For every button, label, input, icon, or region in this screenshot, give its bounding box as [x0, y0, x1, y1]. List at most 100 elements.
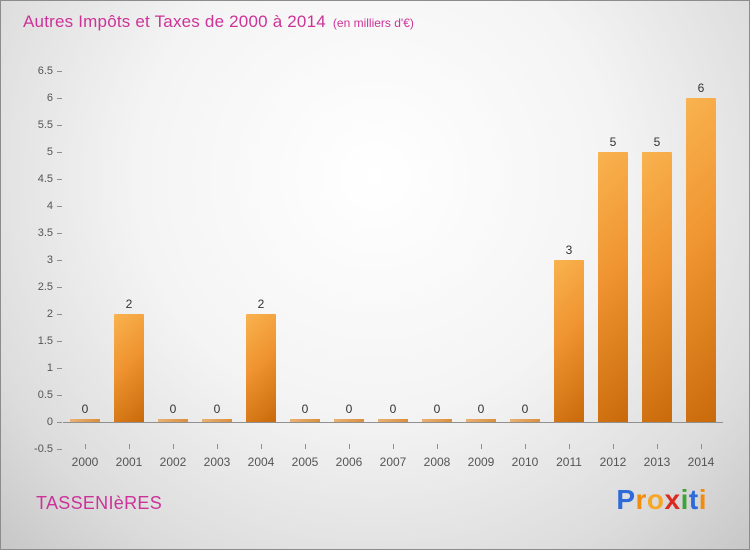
y-axis-tick-label: 0.5	[37, 389, 53, 401]
x-axis-tick-label: 2009	[467, 455, 495, 469]
y-axis-tick-label: 4	[46, 200, 53, 212]
x-axis-tick-mark	[129, 444, 130, 449]
y-axis-tick-mark	[57, 260, 62, 261]
x-axis-tick-label: 2008	[423, 455, 451, 469]
logo-letter: t	[688, 484, 699, 515]
y-axis-tick-mark	[57, 179, 62, 180]
bar-value-label: 5	[653, 135, 661, 149]
y-axis-tick-mark	[57, 233, 62, 234]
x-axis-tick-label: 2002	[159, 455, 187, 469]
x-axis-tick-mark	[701, 444, 702, 449]
x-axis-tick-label: 2007	[379, 455, 407, 469]
y-axis-tick-mark	[57, 449, 62, 450]
bar-value-label: 0	[213, 402, 221, 416]
y-axis-tick-mark	[57, 368, 62, 369]
y-axis-tick-mark	[57, 206, 62, 207]
y-axis-tick-mark	[57, 125, 62, 126]
y-axis-tick-label: 5.5	[37, 119, 53, 131]
y-axis-tick-label: 3.5	[37, 227, 53, 239]
bar-2007	[378, 419, 408, 422]
bar-2005	[290, 419, 320, 422]
logo-letter: i	[698, 484, 707, 515]
x-axis-tick-label: 2006	[335, 455, 363, 469]
x-axis-tick-label: 2005	[291, 455, 319, 469]
x-axis-tick-mark	[657, 444, 658, 449]
x-axis-tick-label: 2001	[115, 455, 143, 469]
x-axis-tick-label: 2012	[599, 455, 627, 469]
bar-value-label: 0	[301, 402, 309, 416]
y-axis-tick-label: 2.5	[37, 281, 53, 293]
x-axis-tick-mark	[613, 444, 614, 449]
x-axis-tick-label: 2010	[511, 455, 539, 469]
y-axis-tick-label: 6.5	[37, 65, 53, 77]
x-axis-tick-label: 2000	[71, 455, 99, 469]
x-axis-tick-label: 2013	[643, 455, 671, 469]
x-axis-tick-mark	[173, 444, 174, 449]
bar-value-label: 0	[169, 402, 177, 416]
y-axis-tick-mark	[57, 287, 62, 288]
bar-value-label: 0	[433, 402, 441, 416]
logo-letter: r	[635, 484, 647, 515]
y-axis-tick-mark	[57, 71, 62, 72]
bar-value-label: 0	[345, 402, 353, 416]
y-axis-tick-label: 4.5	[37, 173, 53, 185]
y-axis-tick-mark	[57, 395, 62, 396]
bar-2003	[202, 419, 232, 422]
bar-2000	[70, 419, 100, 422]
x-axis-tick-mark	[261, 444, 262, 449]
y-axis-tick-label: 6	[46, 92, 53, 104]
chart-title-row: Autres Impôts et Taxes de 2000 à 2014 (en…	[23, 12, 414, 32]
x-axis-tick-label: 2011	[556, 455, 582, 469]
bar-value-label: 0	[521, 402, 529, 416]
x-axis-tick-mark	[525, 444, 526, 449]
bar-value-label: 0	[477, 402, 485, 416]
y-axis-tick-mark	[57, 98, 62, 99]
y-axis-tick-mark	[57, 152, 62, 153]
x-axis-tick-label: 2003	[203, 455, 231, 469]
proxiti-logo: Proxiti	[616, 484, 707, 516]
logo-letter: i	[680, 484, 689, 515]
bar-2004	[246, 314, 276, 422]
x-axis-tick-mark	[393, 444, 394, 449]
bar-2012	[598, 152, 628, 422]
x-axis-tick-mark	[217, 444, 218, 449]
x-axis-tick-mark	[349, 444, 350, 449]
logo-letter: o	[646, 484, 665, 515]
bar-value-label: 5	[609, 135, 617, 149]
bar-2013	[642, 152, 672, 422]
logo-letter: x	[664, 484, 681, 515]
y-axis-tick-mark	[57, 341, 62, 342]
y-axis-tick-label: 2	[46, 308, 53, 320]
chart-subtitle: (en milliers d'€)	[332, 16, 414, 30]
chart-title: Autres Impôts et Taxes de 2000 à 2014	[23, 12, 326, 31]
y-axis-tick-label: 5	[46, 146, 53, 158]
bar-2009	[466, 419, 496, 422]
bar-2011	[554, 260, 584, 422]
bar-2006	[334, 419, 364, 422]
x-axis-tick-mark	[305, 444, 306, 449]
x-axis-line	[63, 422, 723, 423]
x-axis-tick-mark	[437, 444, 438, 449]
bar-value-label: 3	[565, 243, 573, 257]
bar-2014	[686, 98, 716, 422]
bar-value-label: 0	[389, 402, 397, 416]
y-axis-tick-label: 0	[46, 416, 53, 428]
x-axis-tick-mark	[481, 444, 482, 449]
bar-value-label: 2	[125, 297, 133, 311]
y-axis-tick-mark	[57, 422, 62, 423]
x-axis-tick-mark	[85, 444, 86, 449]
bar-2002	[158, 419, 188, 422]
y-axis-tick-label: 1.5	[37, 335, 53, 347]
bar-2010	[510, 419, 540, 422]
x-axis-tick-label: 2004	[247, 455, 275, 469]
y-axis-tick-label: -0.5	[34, 443, 53, 455]
y-axis-tick-mark	[57, 314, 62, 315]
bar-value-label: 2	[257, 297, 265, 311]
x-axis-tick-mark	[569, 444, 570, 449]
bar-value-label: 0	[81, 402, 89, 416]
bar-2001	[114, 314, 144, 422]
bar-2008	[422, 419, 452, 422]
location-label: TASSENIèRES	[36, 493, 163, 513]
